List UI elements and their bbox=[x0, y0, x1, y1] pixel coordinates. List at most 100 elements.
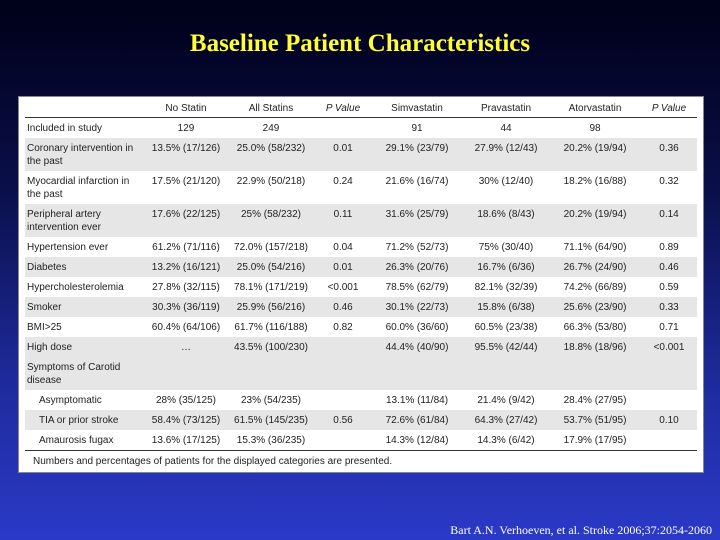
table-cell: <0.001 bbox=[641, 337, 697, 357]
table-row: Coronary intervention in the past 13.5% (… bbox=[25, 138, 697, 171]
table-cell: 0.33 bbox=[641, 297, 697, 317]
table-cell: 31.6% (25/79) bbox=[371, 204, 463, 237]
table-cell: 18.6% (8/43) bbox=[463, 204, 549, 237]
table-cell: 0.10 bbox=[641, 410, 697, 430]
table-cell: 29.1% (23/79) bbox=[371, 138, 463, 171]
table-row: Hypercholesterolemia 27.8% (32/115) 78.1% … bbox=[25, 277, 697, 297]
table-footnote: Numbers and percentages of patients for … bbox=[33, 456, 393, 467]
table-row: Symptoms of Carotid disease bbox=[25, 357, 697, 390]
table-cell: 61.7% (116/188) bbox=[234, 322, 308, 333]
table-cell: 20.2% (19/94) bbox=[549, 138, 641, 171]
table-cell: 20.2% (19/94) bbox=[549, 204, 641, 237]
table-cell: 64.3% (27/42) bbox=[463, 410, 549, 430]
table-cell: 71.2% (52/73) bbox=[385, 242, 449, 253]
row-label: High dose bbox=[25, 337, 145, 357]
table-cell: 25.6% (23/90) bbox=[549, 297, 641, 317]
table-cell: 44.4% (40/90) bbox=[371, 337, 463, 357]
table-cell: 27.8% (32/115) bbox=[152, 282, 220, 293]
table-cell: 74.2% (66/89) bbox=[563, 282, 627, 293]
row-label: Smoker bbox=[25, 297, 145, 317]
table-cell: 15.3% (36/235) bbox=[227, 430, 315, 451]
table-cell: 0.89 bbox=[659, 242, 679, 253]
table-cell: 17.9% (17/95) bbox=[549, 430, 641, 451]
table-cell: 26.7% (24/90) bbox=[549, 257, 641, 277]
table-cell: 43.5% (100/230) bbox=[227, 337, 315, 357]
row-label: Amaurosis fugax bbox=[25, 430, 145, 451]
table-cell: 15.8% (6/38) bbox=[463, 297, 549, 317]
header-cell: All Statins bbox=[227, 101, 315, 118]
table-row: High dose… 43.5% (100/230) 44.4% (40/90) 95… bbox=[25, 337, 697, 357]
row-label: BMI>25 bbox=[27, 322, 62, 333]
table-cell: 0.46 bbox=[641, 257, 697, 277]
header-cell: P Value bbox=[315, 101, 371, 118]
row-label: Myocardial infarction in the past bbox=[27, 176, 130, 200]
table-cell: 60.4% (64/106) bbox=[151, 322, 221, 333]
table-cell bbox=[315, 390, 371, 410]
table-cell: 13.1% (11/84) bbox=[385, 395, 449, 406]
table-cell: 21.6% (16/74) bbox=[385, 176, 449, 187]
row-label: Hypercholesterolemia bbox=[27, 282, 124, 293]
table-cell: 18.2% (16/88) bbox=[563, 176, 627, 187]
table-cell bbox=[315, 118, 371, 139]
table-cell: 0.24 bbox=[333, 176, 353, 187]
table-cell bbox=[371, 357, 463, 390]
header-cell: No Statin bbox=[145, 101, 227, 118]
table-cell: 25% (58/232) bbox=[227, 204, 315, 237]
table-cell: 17.5% (21/120) bbox=[151, 176, 221, 187]
table-cell: 66.3% (53/80) bbox=[563, 322, 627, 333]
table-cell: 22.9% (50/218) bbox=[236, 176, 306, 187]
table-cell: 0.59 bbox=[659, 282, 679, 293]
table-cell: 78.1% (171/219) bbox=[234, 282, 308, 293]
table-cell: 0.56 bbox=[315, 410, 371, 430]
table-cell: 25.0% (54/216) bbox=[227, 257, 315, 277]
table-cell: 82.1% (32/39) bbox=[474, 282, 538, 293]
table-row: Amaurosis fugax 13.6% (17/125) 15.3% (36/2… bbox=[25, 430, 697, 451]
table-cell: 0.82 bbox=[333, 322, 353, 333]
table-cell bbox=[641, 118, 697, 139]
header-cell: Atorvastatin bbox=[549, 101, 641, 118]
header-cell: Simvastatin bbox=[371, 101, 463, 118]
table-cell: 0.14 bbox=[641, 204, 697, 237]
row-label: Asymptomatic bbox=[39, 395, 102, 406]
table-cell: 0.32 bbox=[659, 176, 679, 187]
table-cell: 0.11 bbox=[315, 204, 371, 237]
table-row: Myocardial infarction in the past 17.5% (… bbox=[25, 171, 697, 204]
table-cell: 71.1% (64/90) bbox=[563, 242, 627, 253]
table-row: Diabetes 13.2% (16/121) 25.0% (54/216) 0.01… bbox=[25, 257, 697, 277]
table-cell: 17.6% (22/125) bbox=[145, 204, 227, 237]
table-panel: No Statin All Statins P Value Simvastati… bbox=[18, 96, 704, 473]
slide-title: Baseline Patient Characteristics bbox=[189, 30, 531, 57]
table-cell: … bbox=[145, 337, 227, 357]
header-cell: P Value bbox=[641, 101, 697, 118]
characteristics-table: No Statin All Statins P Value Simvastati… bbox=[25, 101, 697, 451]
table-cell: 44 bbox=[500, 123, 512, 134]
table-cell bbox=[315, 430, 371, 451]
row-label: Coronary intervention in the past bbox=[25, 138, 145, 171]
table-cell: 58.4% (73/125) bbox=[145, 410, 227, 430]
table-cell: 30.1% (22/73) bbox=[371, 297, 463, 317]
header-cell: Pravastatin bbox=[463, 101, 549, 118]
table-cell: 91 bbox=[411, 123, 423, 134]
table-cell: 28% (35/125) bbox=[155, 395, 217, 406]
table-cell: 27.9% (12/43) bbox=[463, 138, 549, 171]
table-cell: 78.5% (62/79) bbox=[385, 282, 449, 293]
table-cell: 26.3% (20/76) bbox=[371, 257, 463, 277]
table-cell: 25.9% (56/216) bbox=[227, 297, 315, 317]
header-row: No Statin All Statins P Value Simvastati… bbox=[25, 101, 697, 118]
table-cell: 0.01 bbox=[315, 138, 371, 171]
table-cell: <0.001 bbox=[327, 282, 359, 293]
table-cell: 25.0% (58/232) bbox=[227, 138, 315, 171]
table-cell: 72.0% (157/218) bbox=[234, 242, 308, 253]
table-cell bbox=[641, 390, 697, 410]
table-row: Included in study 129 249 91 44 98 bbox=[25, 118, 697, 139]
table-row: Hypertension ever 61.2% (71/116) 72.0% (15… bbox=[25, 237, 697, 257]
table-cell: 28.4% (27/95) bbox=[563, 395, 627, 406]
table-cell: 23% (54/235) bbox=[240, 395, 302, 406]
table-cell: 13.5% (17/126) bbox=[145, 138, 227, 171]
table-cell bbox=[227, 357, 315, 390]
row-label: TIA or prior stroke bbox=[25, 410, 145, 430]
table-cell: 98 bbox=[589, 123, 601, 134]
table-cell bbox=[315, 337, 371, 357]
table-cell: 16.7% (6/36) bbox=[463, 257, 549, 277]
table-cell: 13.6% (17/125) bbox=[145, 430, 227, 451]
